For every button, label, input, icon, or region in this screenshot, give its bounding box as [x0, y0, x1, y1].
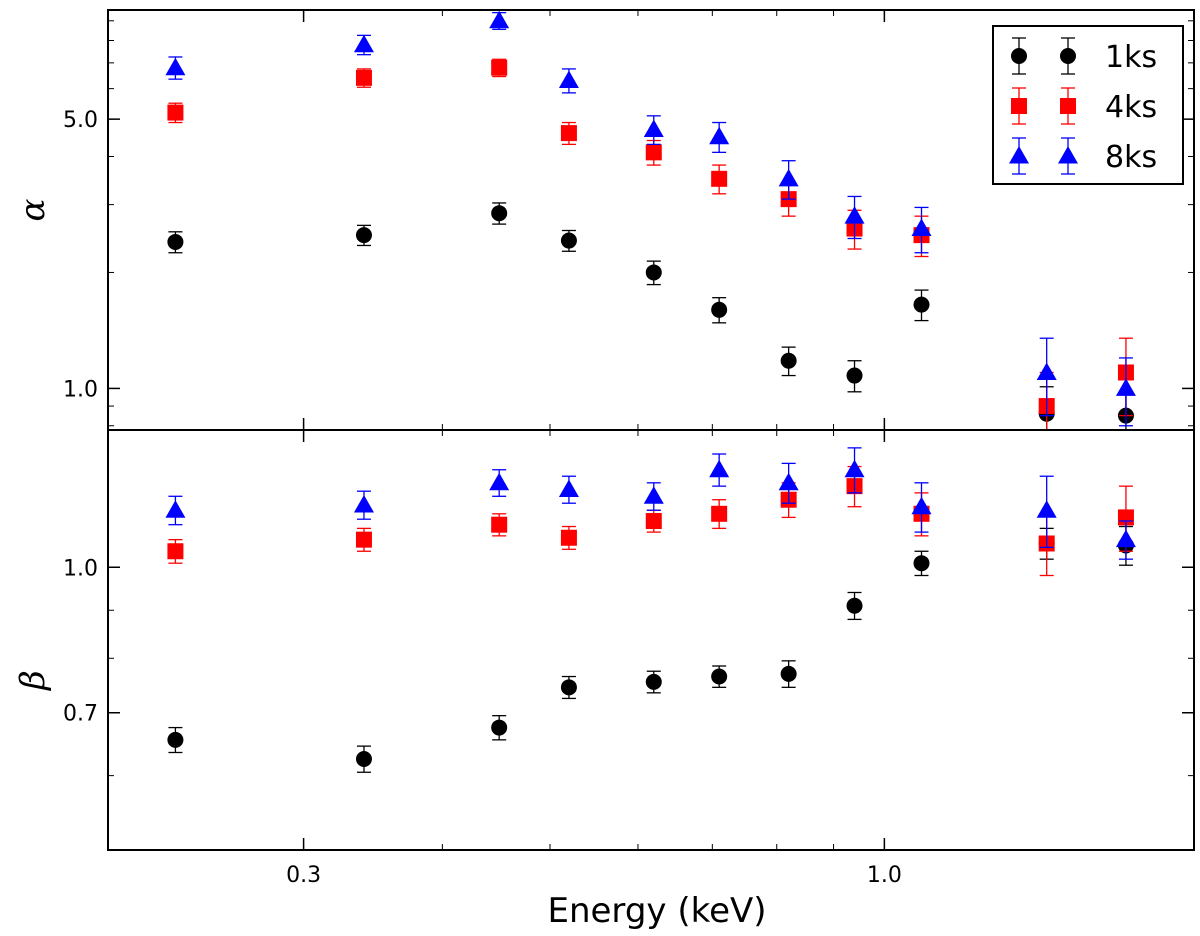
top-point-8ks — [558, 70, 579, 88]
legend-marker-1ks — [1060, 48, 1076, 64]
top-point-1ks — [780, 352, 797, 369]
bottom-point-4ks — [711, 505, 728, 522]
legend-marker-8ks — [1009, 146, 1029, 164]
bottom-panel: 0.7 1.0 0.3 1.0 β Energy (keV) — [13, 429, 1195, 931]
top-point-1ks — [846, 367, 863, 384]
top-point-4ks — [560, 125, 577, 142]
bottom-point-8ks — [489, 472, 510, 491]
legend-label-8ks: 8ks — [1105, 140, 1157, 175]
top-y-tick-label: 1.0 — [63, 377, 98, 402]
top-point-1ks — [355, 227, 372, 244]
legend-marker-4ks — [1011, 98, 1027, 114]
bottom-point-4ks — [645, 513, 662, 530]
top-point-8ks — [643, 119, 664, 137]
bottom-point-4ks — [560, 529, 577, 546]
bottom-point-1ks — [913, 555, 930, 572]
x-tick-label: 0.3 — [286, 863, 321, 888]
bottom-point-8ks — [643, 486, 664, 504]
bottom-point-4ks — [167, 543, 184, 560]
bottom-point-8ks — [911, 496, 932, 515]
top-point-8ks — [911, 218, 932, 237]
bottom-point-8ks — [778, 472, 799, 491]
top-panel-marks — [165, 10, 1136, 431]
bottom-point-1ks — [355, 750, 372, 767]
top-point-1ks — [711, 301, 728, 318]
bottom-panel-ticks: 0.7 1.0 0.3 1.0 — [63, 430, 1194, 888]
top-point-8ks — [165, 57, 186, 76]
bottom-point-1ks — [560, 679, 577, 696]
top-point-1ks — [491, 205, 508, 222]
top-point-8ks — [844, 206, 865, 224]
top-point-4ks — [167, 104, 184, 121]
bottom-point-8ks — [1036, 500, 1057, 518]
legend-marker-4ks — [1060, 98, 1076, 114]
legend-marker-8ks — [1058, 146, 1078, 164]
bottom-point-8ks — [1115, 529, 1136, 548]
bottom-point-8ks — [709, 459, 730, 478]
bottom-point-8ks — [558, 479, 579, 497]
top-point-1ks — [913, 296, 930, 313]
bottom-point-8ks — [353, 494, 374, 513]
legend-marker-1ks — [1011, 48, 1027, 64]
top-panel: 1.0 5.0 α — [13, 9, 1195, 431]
bottom-panel-marks — [165, 447, 1136, 773]
bottom-y-tick-label: 0.7 — [63, 702, 98, 727]
bottom-y-tick-label: 1.0 — [63, 556, 98, 581]
x-tick-label: 1.0 — [867, 863, 902, 888]
top-point-4ks — [645, 144, 662, 161]
bottom-point-1ks — [167, 731, 184, 748]
top-point-8ks — [353, 34, 374, 53]
bottom-point-4ks — [491, 516, 508, 533]
bottom-point-1ks — [780, 665, 797, 682]
legend-label-1ks: 1ks — [1105, 40, 1157, 75]
bottom-point-1ks — [846, 597, 863, 614]
top-point-1ks — [167, 233, 184, 250]
top-point-4ks — [711, 170, 728, 187]
top-point-8ks — [1036, 362, 1057, 380]
top-point-8ks — [778, 168, 799, 187]
bottom-point-1ks — [645, 673, 662, 690]
bottom-y-axis-label: β — [13, 670, 53, 692]
bottom-point-1ks — [711, 668, 728, 685]
bottom-point-8ks — [844, 459, 865, 478]
legend-label-4ks: 4ks — [1105, 90, 1157, 125]
top-point-4ks — [491, 59, 508, 76]
top-y-axis-label: α — [13, 198, 53, 221]
top-point-1ks — [645, 264, 662, 281]
bottom-point-1ks — [491, 719, 508, 736]
bottom-point-8ks — [165, 500, 186, 518]
bottom-panel-frame — [107, 429, 1195, 851]
top-panel-ticks: 1.0 5.0 — [63, 10, 1194, 430]
top-point-8ks — [1115, 378, 1136, 396]
top-point-1ks — [560, 232, 577, 249]
top-point-8ks — [709, 126, 730, 145]
top-y-tick-label: 5.0 — [63, 108, 98, 133]
x-axis-label: Energy (keV) — [547, 891, 766, 931]
legend: 1ks 4ks 8ks — [992, 25, 1184, 185]
top-point-8ks — [489, 10, 510, 29]
top-point-4ks — [355, 69, 372, 86]
bottom-point-4ks — [355, 531, 372, 548]
